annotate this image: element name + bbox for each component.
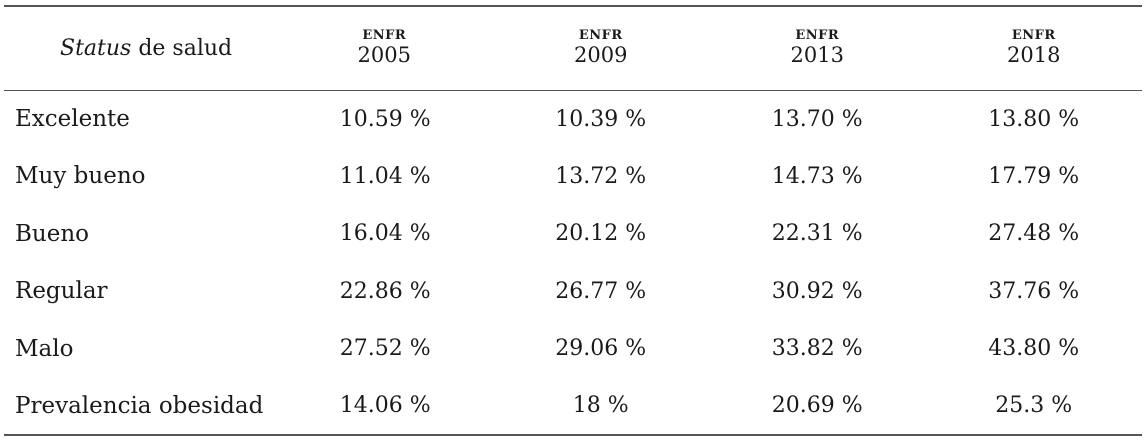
table-cell: 13.70 % xyxy=(771,106,863,132)
table-cell: 16.04 % xyxy=(339,221,431,247)
year-column-header-2009: ENFR 2009 xyxy=(493,6,710,90)
table-cell: 18 % xyxy=(572,393,629,419)
status-header-italic: Status xyxy=(60,35,132,61)
table-row: Excelente 10.59 % 10.39 % 13.70 % 13.80 … xyxy=(4,90,1142,148)
table-header-row: Status de salud ENFR 2005 ENFR 2009 ENFR… xyxy=(4,6,1142,90)
table-cell: 14.06 % xyxy=(339,393,431,419)
table-row: Bueno 16.04 % 20.12 % 22.31 % 27.48 % xyxy=(4,205,1142,263)
table-cell: 27.52 % xyxy=(339,336,431,362)
survey-year-label: 2009 xyxy=(574,43,628,68)
year-column-header-2005: ENFR 2005 xyxy=(276,6,493,90)
table-row: Muy bueno 11.04 % 13.72 % 14.73 % 17.79 … xyxy=(4,148,1142,206)
survey-year-label: 2005 xyxy=(357,43,411,68)
row-label: Excelente xyxy=(15,106,130,132)
status-column-header: Status de salud xyxy=(4,6,276,90)
survey-source-label: ENFR xyxy=(795,27,840,43)
survey-source-label: ENFR xyxy=(578,27,623,43)
table-cell: 33.82 % xyxy=(771,336,863,362)
table-cell: 20.12 % xyxy=(555,221,647,247)
table-cell: 13.80 % xyxy=(988,106,1080,132)
table-cell: 22.86 % xyxy=(339,278,431,304)
table-row: Regular 22.86 % 26.77 % 30.92 % 37.76 % xyxy=(4,263,1142,321)
table-cell: 13.72 % xyxy=(555,163,647,189)
year-column-header-2013: ENFR 2013 xyxy=(709,6,926,90)
table-cell: 43.80 % xyxy=(988,336,1080,362)
table-cell: 17.79 % xyxy=(988,163,1080,189)
table-cell: 10.39 % xyxy=(555,106,647,132)
table-cell: 22.31 % xyxy=(771,221,863,247)
table-cell: 20.69 % xyxy=(771,393,863,419)
survey-source-label: ENFR xyxy=(362,27,407,43)
row-label: Muy bueno xyxy=(15,163,146,190)
survey-year-label: 2013 xyxy=(790,43,844,68)
row-label: Prevalencia obesidad xyxy=(15,392,264,419)
table-cell: 10.59 % xyxy=(339,106,431,132)
table-row: Prevalencia obesidad 14.06 % 18 % 20.69 … xyxy=(4,378,1142,435)
table-cell: 11.04 % xyxy=(339,163,431,189)
table-cell: 37.76 % xyxy=(988,278,1080,304)
row-label: Regular xyxy=(15,278,108,305)
table-cell: 14.73 % xyxy=(771,163,863,189)
status-header-rest: de salud xyxy=(131,35,233,61)
table-cell: 26.77 % xyxy=(555,278,647,304)
table-cell: 25.3 % xyxy=(995,393,1073,419)
survey-year-label: 2018 xyxy=(1007,43,1061,68)
row-label: Bueno xyxy=(15,220,89,247)
table-cell: 30.92 % xyxy=(771,278,863,304)
survey-source-label: ENFR xyxy=(1011,27,1056,43)
table-cell: 27.48 % xyxy=(988,221,1080,247)
row-label: Malo xyxy=(15,335,74,362)
table-row: Malo 27.52 % 29.06 % 33.82 % 43.80 % xyxy=(4,320,1142,378)
table-cell: 29.06 % xyxy=(555,336,647,362)
health-status-table: Status de salud ENFR 2005 ENFR 2009 ENFR… xyxy=(4,5,1142,436)
year-column-header-2018: ENFR 2018 xyxy=(926,6,1143,90)
